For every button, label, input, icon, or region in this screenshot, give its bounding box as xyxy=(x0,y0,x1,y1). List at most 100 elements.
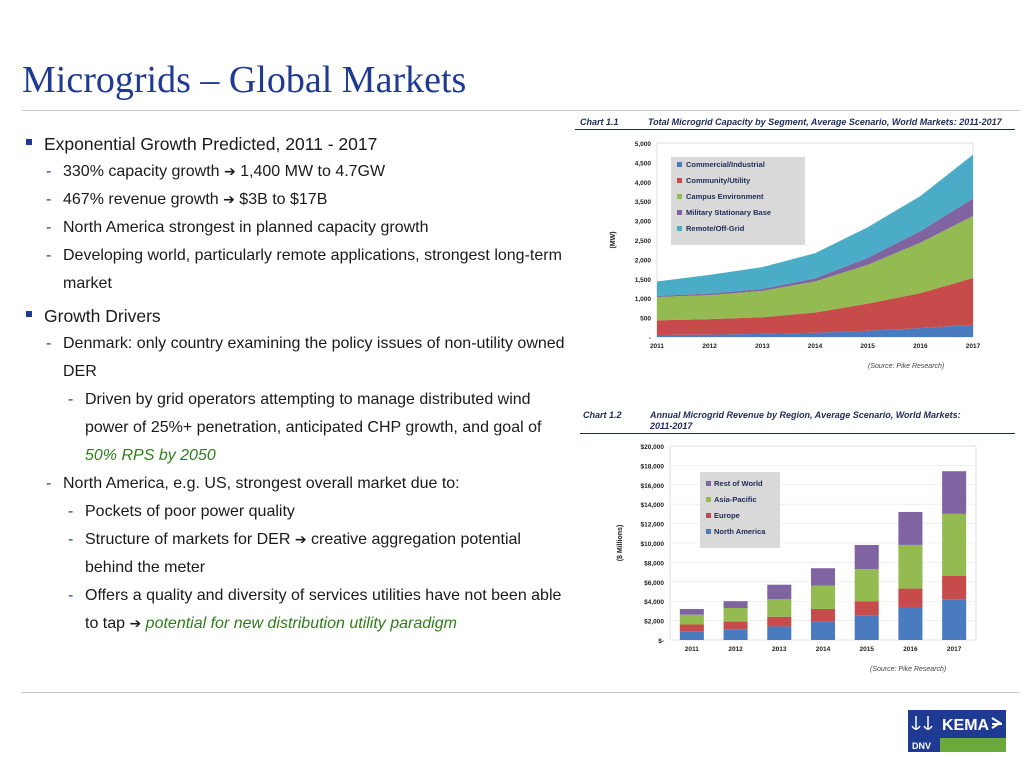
legend-label: North America xyxy=(714,527,766,536)
chart2-bar-rest-of-world xyxy=(679,608,704,615)
sub-sub-bullet-market-structure: - Structure of markets for DER ➔ creative… xyxy=(68,531,521,576)
svg-text:KEMA: KEMA xyxy=(942,717,990,734)
legend-swatch xyxy=(677,194,682,199)
chart2-bar-asia-pacific xyxy=(898,544,923,589)
chart2-bar-europe xyxy=(723,621,748,630)
chart1-ytick-label: 2,000 xyxy=(635,257,652,264)
chart1-ytick-label: 4,000 xyxy=(635,180,652,187)
chart2-ytick-label: $4,000 xyxy=(644,599,664,606)
chart2-legend-box xyxy=(700,472,780,548)
chart1-source: (Source: Pike Research) xyxy=(868,363,945,370)
chart1-area-commercial-industrial xyxy=(657,324,973,337)
square-bullet-icon xyxy=(26,139,32,145)
sub-sub-bullet-power-quality: - Pockets of poor power quality xyxy=(68,503,295,520)
chart2-ytick-label: $8,000 xyxy=(644,560,664,567)
chart2-bar-north-america xyxy=(898,607,923,640)
chart2-bar-europe xyxy=(810,608,836,622)
chart1-xtick-label: 2015 xyxy=(860,343,875,350)
chart2-bar-asia-pacific xyxy=(723,607,748,622)
revenue-bar-chart: $- $2,000 $4,000 $6,000 $8,000 $10,000 $12,000… xyxy=(617,444,977,653)
sub-sub-bullet-grid-operators: - Driven by grid operators attempting to … xyxy=(68,391,542,464)
chart1-xtick-label: 2012 xyxy=(702,343,717,350)
chart2-bar-europe xyxy=(898,588,923,608)
chart2-ytick-label: $6,000 xyxy=(644,580,664,587)
chart1-header-rule xyxy=(575,129,1015,130)
chart1-legend: Commercial/Industrial Community/Utility Ca… xyxy=(671,157,805,245)
chart2-header-rule xyxy=(580,433,1015,434)
chart2-title-line2: 2011-2017 xyxy=(650,421,693,431)
chart2-bar-north-america xyxy=(767,626,792,640)
legend-swatch xyxy=(706,513,711,518)
chart2-ytick-label: $18,000 xyxy=(641,463,665,470)
legend-swatch xyxy=(677,178,682,183)
chart2-title: Annual Microgrid Revenue by Region, Aver… xyxy=(650,410,961,420)
sub-bullet-developing-world: - Developing world, particularly remote a… xyxy=(46,247,562,292)
chart2-bar-asia-pacific xyxy=(942,513,967,576)
chart2-ytick-label: $12,000 xyxy=(641,522,665,529)
legend-swatch xyxy=(706,481,711,486)
legend-label: Community/Utility xyxy=(686,176,751,185)
chart2-bar-rest-of-world xyxy=(854,544,879,570)
legend-label: Rest of World xyxy=(714,479,763,488)
chart2-bar-asia-pacific xyxy=(810,585,836,609)
chart1-ytick-label: - xyxy=(649,335,651,342)
chart1-ytick-label: 500 xyxy=(640,316,651,323)
sub-bullet-denmark: - Denmark: only country examining the pol… xyxy=(46,335,565,380)
sub-bullet-north-america: - North America strongest in planned capa… xyxy=(46,219,429,236)
chart2-bar-rest-of-world xyxy=(942,471,967,514)
legend-label: Commercial/Industrial xyxy=(686,160,765,169)
chart2-xtick-label: 2011 xyxy=(685,646,699,653)
chart1-ytick-label: 2,500 xyxy=(635,238,652,245)
chart1-ytick-label: 3,500 xyxy=(635,199,652,206)
chart2-ylabel: ($ Millions) xyxy=(617,525,624,562)
legend-label: Campus Environment xyxy=(686,192,764,201)
footer-divider xyxy=(22,692,1020,693)
kema-dnv-logo-mark: KEMA DNV xyxy=(908,710,1006,752)
chart1-xtick-label: 2013 xyxy=(755,343,770,350)
chart1-ytick-label: 3,000 xyxy=(635,219,652,226)
sub-sub-bullet-services: - Offers a quality and diversity of servi… xyxy=(68,587,562,632)
legend-swatch xyxy=(677,162,682,167)
chart1-xtick-label: 2014 xyxy=(808,343,823,350)
bullet-growth-drivers: Growth Drivers xyxy=(26,302,566,330)
title-divider xyxy=(22,110,1020,111)
chart1-area-campus-environment xyxy=(657,215,973,321)
chart2-ytick-label: $- xyxy=(658,638,664,645)
chart1-ytick-label: 1,500 xyxy=(635,277,652,284)
chart2-bar-asia-pacific xyxy=(854,569,879,602)
chart2-number: Chart 1.2 xyxy=(583,410,622,420)
rps-goal-highlight: 50% RPS by 2050 xyxy=(85,447,216,464)
kema-dnv-logo: KEMA DNV xyxy=(908,710,1006,752)
chart2-bar-rest-of-world xyxy=(898,511,923,545)
arrow-icon: ➔ xyxy=(129,616,142,632)
chart2-ytick-label: $10,000 xyxy=(641,541,665,548)
chart2-bar-north-america xyxy=(679,631,704,640)
chart1-ylabel: (MW) xyxy=(610,231,617,248)
bullet-exponential-growth: Exponential Growth Predicted, 2011 - 201… xyxy=(26,130,566,158)
chart2-bar-europe xyxy=(767,616,792,627)
arrow-icon: ➔ xyxy=(223,192,235,208)
chart2-legend: Rest of World Asia-Pacific Europe North Ame… xyxy=(700,472,780,548)
chart2-xtick-label: 2015 xyxy=(859,646,874,653)
chart1-title: Total Microgrid Capacity by Segment, Ave… xyxy=(648,117,1002,127)
arrow-icon: ➔ xyxy=(294,532,307,548)
chart2-bar-rest-of-world xyxy=(767,584,792,600)
chart2-source: (Source: Pike Research) xyxy=(870,666,947,673)
legend-swatch xyxy=(706,497,711,502)
square-bullet-icon xyxy=(26,311,32,317)
chart2-xtick-label: 2014 xyxy=(816,646,831,653)
chart1-area-remote-off-grid xyxy=(657,154,973,296)
chart2-xtick-label: 2016 xyxy=(903,646,918,653)
chart2-bar-rest-of-world xyxy=(723,601,748,608)
chart2-ytick-label: $16,000 xyxy=(641,483,665,490)
legend-label: Remote/Off-Grid xyxy=(686,224,745,233)
chart1-area-community-utility xyxy=(657,278,973,336)
chart2-bar-north-america xyxy=(854,615,879,640)
chart1-xtick-label: 2016 xyxy=(913,343,928,350)
capacity-area-chart: - 500 1,000 1,500 2,000 2,500 3,000 3,500 4,000 4… xyxy=(610,141,981,350)
legend-swatch xyxy=(677,226,682,231)
legend-swatch xyxy=(706,529,711,534)
arrow-icon: ➔ xyxy=(223,164,236,180)
chart1-legend-box xyxy=(671,157,805,245)
chart2-ytick-label: $2,000 xyxy=(644,619,664,626)
